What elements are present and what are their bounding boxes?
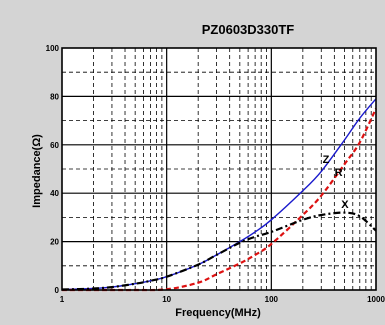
grid <box>62 48 376 290</box>
x-tick-label: 1000 <box>367 295 385 304</box>
y-tick-label: 40 <box>50 189 59 198</box>
y-tick-label: 20 <box>50 238 59 247</box>
curve-label-z: Z <box>323 154 330 166</box>
x-tick-label: 10 <box>162 295 171 304</box>
plot-frame <box>61 47 377 291</box>
y-tick-label: 100 <box>46 44 60 53</box>
y-axis-label: Impedance(Ω) <box>31 134 43 208</box>
y-tick-label: 0 <box>55 286 60 295</box>
curve-label-x: X <box>341 199 349 211</box>
y-tick-label: 60 <box>50 141 59 150</box>
x-tick-label: 100 <box>265 295 279 304</box>
curve-labels: ZR X <box>323 154 350 211</box>
x-tick-label: 1 <box>60 295 65 304</box>
ticks: 1 10 100 1000 0 20 40 60 80 100 <box>46 44 385 304</box>
curve-label-r: R <box>335 167 343 179</box>
chart-title: PZ0603D330TF <box>202 22 295 37</box>
x-axis-label: Frequency(MHz) <box>175 307 261 319</box>
series-line-x <box>61 211 377 291</box>
y-tick-label: 80 <box>50 92 59 101</box>
